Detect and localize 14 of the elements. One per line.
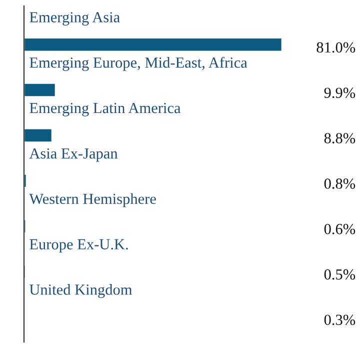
- y-tick-label: United Kingdom: [29, 284, 132, 298]
- y-tick-label: Europe Ex-U.K.: [30, 239, 128, 253]
- data-label: 0.8%: [324, 178, 356, 189]
- data-label: 9.9%: [324, 88, 356, 98]
- y-tick-label: Emerging Europe, Mid-East, Africa: [30, 56, 248, 71]
- y-tick-label: Western Hemisphere: [29, 193, 156, 208]
- data-label: 8.8%: [324, 133, 356, 144]
- y-tick-label: Emerging Asia: [30, 12, 120, 26]
- y-tick-label: Asia Ex-Japan: [29, 148, 118, 162]
- data-label: 0.6%: [324, 224, 356, 234]
- y-tick-label: Emerging Latin America: [30, 102, 181, 116]
- data-label: 81.0%: [316, 42, 356, 53]
- data-label: 0.3%: [324, 314, 356, 326]
- data-label: 0.5%: [324, 269, 356, 280]
